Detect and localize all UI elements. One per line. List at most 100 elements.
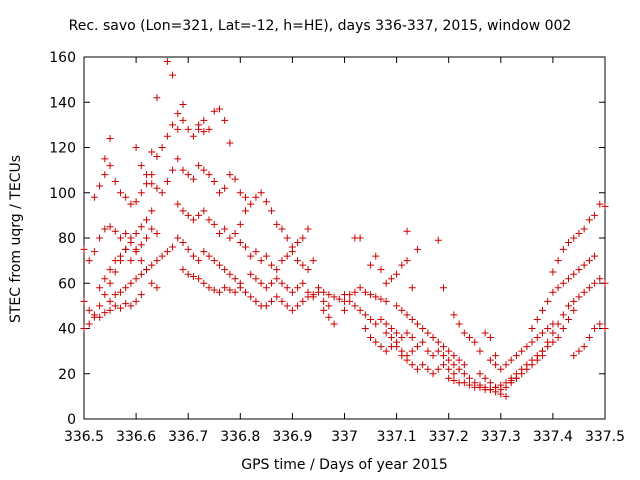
- data-point: [116, 288, 124, 296]
- data-point: [419, 361, 427, 369]
- data-point: [273, 220, 281, 228]
- data-point: [580, 343, 588, 351]
- data-point: [90, 193, 98, 201]
- data-point: [408, 315, 416, 323]
- data-point: [476, 347, 484, 355]
- data-point: [445, 347, 453, 355]
- data-point: [101, 155, 109, 163]
- data-point: [278, 279, 286, 287]
- data-point: [570, 270, 578, 278]
- data-point: [122, 245, 130, 253]
- data-point: [466, 381, 474, 389]
- data-point: [195, 125, 203, 133]
- data-point: [226, 234, 234, 242]
- data-point: [486, 356, 494, 364]
- data-point: [247, 293, 255, 301]
- data-point: [486, 386, 494, 394]
- data-point: [288, 306, 296, 314]
- data-point: [393, 329, 401, 337]
- data-point: [179, 166, 187, 174]
- data-point: [497, 386, 505, 394]
- data-point: [231, 175, 239, 183]
- data-point: [96, 284, 104, 292]
- data-point: [575, 266, 583, 274]
- data-point: [408, 347, 416, 355]
- data-point: [273, 293, 281, 301]
- data-point: [85, 257, 93, 265]
- data-point: [148, 261, 156, 269]
- data-point: [122, 300, 130, 308]
- data-point: [591, 325, 599, 332]
- data-point: [466, 374, 474, 382]
- data-point: [210, 220, 218, 228]
- data-point: [195, 275, 203, 283]
- data-point: [179, 101, 187, 109]
- data-point: [538, 347, 546, 355]
- data-point: [377, 295, 385, 303]
- data-point: [304, 293, 312, 301]
- data-point: [455, 356, 463, 364]
- data-point: [262, 284, 270, 292]
- data-point: [184, 211, 192, 219]
- data-point: [492, 383, 500, 391]
- data-point: [101, 225, 109, 233]
- data-point: [341, 306, 348, 314]
- data-point: [294, 284, 302, 292]
- data-point: [153, 229, 161, 237]
- data-point: [408, 334, 416, 342]
- data-point: [205, 125, 213, 133]
- data-point: [262, 302, 270, 310]
- data-point: [314, 284, 322, 292]
- data-point: [559, 325, 567, 332]
- data-point: [195, 257, 203, 265]
- y-tick-label: 160: [49, 50, 76, 66]
- data-point: [502, 392, 510, 400]
- data-point: [424, 347, 432, 355]
- data-point: [153, 284, 161, 292]
- data-point: [137, 270, 145, 278]
- data-point: [283, 284, 291, 292]
- data-point: [236, 239, 244, 247]
- data-point: [294, 257, 302, 265]
- data-point: [200, 207, 208, 215]
- data-point: [439, 361, 447, 369]
- data-point: [101, 309, 109, 317]
- data-point: [127, 302, 135, 310]
- data-point: [585, 284, 593, 292]
- data-point: [559, 279, 567, 287]
- data-point: [262, 252, 270, 260]
- data-point: [148, 180, 156, 188]
- data-point: [236, 189, 244, 197]
- data-point: [252, 297, 260, 305]
- data-point: [189, 252, 197, 260]
- data-point: [424, 365, 432, 373]
- data-point: [163, 248, 171, 256]
- data-point: [335, 295, 343, 303]
- data-point: [419, 338, 427, 346]
- data-point: [408, 361, 416, 369]
- data-point: [544, 338, 552, 346]
- data-point: [101, 275, 109, 283]
- data-point: [148, 279, 156, 287]
- data-point: [242, 193, 250, 201]
- data-point: [372, 320, 380, 328]
- data-point: [554, 257, 562, 265]
- data-point: [372, 338, 380, 346]
- data-point: [377, 343, 385, 351]
- x-tick-label: 336.8: [220, 429, 260, 445]
- data-point: [294, 302, 302, 310]
- data-point: [439, 343, 447, 351]
- data-point: [559, 245, 567, 253]
- x-tick-label: 336.5: [64, 429, 104, 445]
- data-point: [278, 297, 286, 305]
- data-point: [591, 211, 599, 219]
- data-point: [356, 234, 364, 242]
- data-point: [460, 361, 468, 369]
- y-tick-label: 0: [67, 412, 76, 428]
- data-point: [434, 338, 442, 346]
- data-point: [372, 293, 380, 301]
- data-point: [153, 184, 161, 192]
- data-point: [533, 352, 541, 360]
- data-point: [455, 365, 463, 373]
